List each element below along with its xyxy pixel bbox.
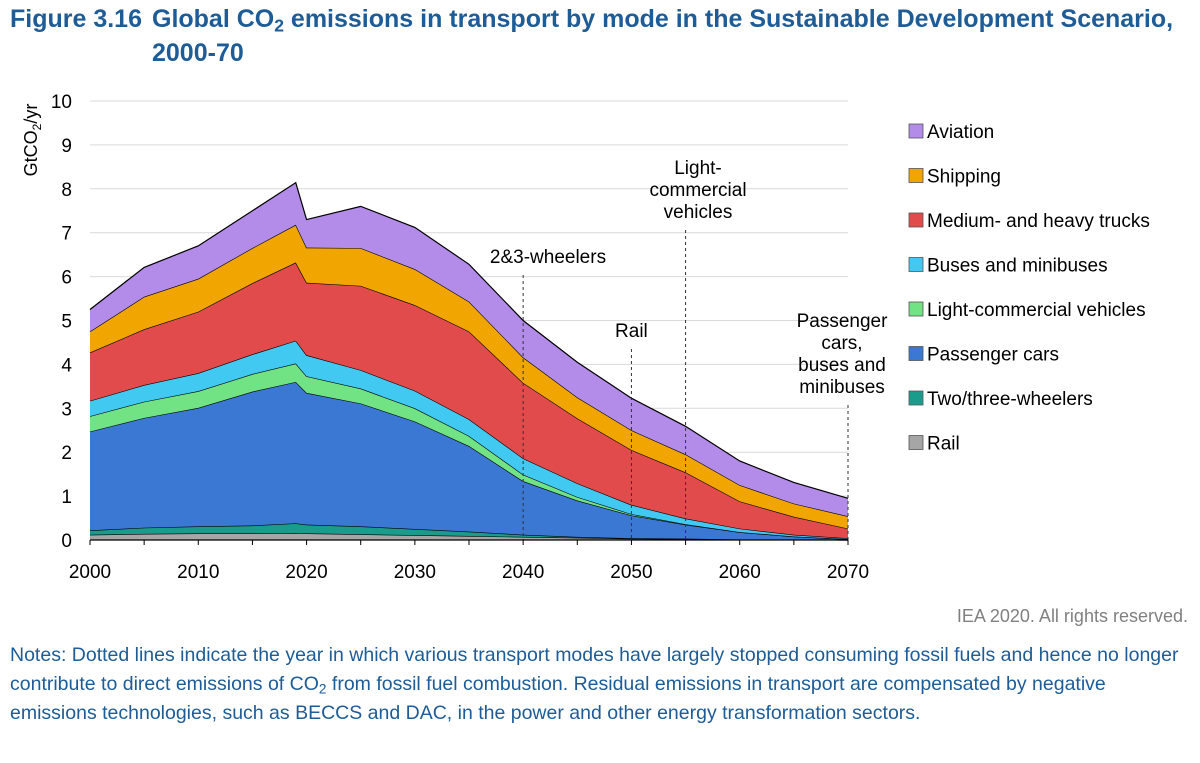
- annotation-label: 2&3-wheelers: [490, 247, 606, 268]
- area-boundary-line: [89, 339, 849, 539]
- legend-swatch: [908, 346, 924, 361]
- x-tick-label: 2060: [719, 562, 761, 583]
- figure-title-text: Global CO2 emissions in transport by mod…: [152, 2, 1190, 70]
- x-tick-label: 2070: [827, 562, 869, 583]
- x-tick-label: 2040: [502, 562, 544, 583]
- notes-subscript: 2: [318, 681, 327, 697]
- annotation-label: Rail: [615, 321, 648, 342]
- legend-label: Buses and minibuses: [927, 256, 1108, 277]
- legend-label: Passenger cars: [927, 345, 1059, 366]
- title-part: emissions in transport by mode in the Su…: [152, 5, 1174, 67]
- annotation-label: Light-: [674, 158, 722, 179]
- figure-notes: Notes: Dotted lines indicate the year in…: [10, 641, 1180, 728]
- y-tick-label: 10: [51, 92, 72, 113]
- area-aviation: [90, 182, 848, 517]
- title-part: Global CO: [152, 5, 275, 33]
- legend-label: Two/three-wheelers: [927, 389, 1093, 410]
- area-boundary-line: [89, 261, 849, 530]
- annotation-label: minibuses: [799, 377, 885, 398]
- legend-swatch: [908, 257, 924, 272]
- legend-label: Medium- and heavy trucks: [927, 211, 1150, 232]
- legend-label: Rail: [927, 434, 960, 455]
- y-axis-label: GtCO2/yr: [21, 104, 44, 177]
- y-tick-label: 6: [61, 268, 72, 289]
- legend-label: Light-commercial vehicles: [927, 300, 1146, 321]
- figure-number: Figure 3.16: [10, 5, 142, 33]
- y-tick-label: 3: [61, 399, 72, 420]
- y-tick-label: 4: [61, 355, 72, 376]
- notes-text: from fossil fuel combustion. Residual em…: [10, 673, 1106, 724]
- annotation-label: buses and: [798, 355, 886, 376]
- x-tick-label: 2000: [69, 562, 111, 583]
- notes-text: Notes: Dotted lines indicate the year in…: [10, 644, 1179, 695]
- y-tick-label: 7: [61, 224, 72, 245]
- legend-label: Aviation: [927, 122, 994, 143]
- x-tick-label: 2050: [610, 562, 652, 583]
- legend-label: Shipping: [927, 167, 1001, 188]
- copyright-credit: IEA 2020. All rights reserved.: [956, 606, 1188, 626]
- area-boundary-line: [89, 223, 849, 517]
- y-tick-label: 1: [61, 487, 72, 508]
- y-tick-label: 9: [61, 136, 72, 157]
- annotation-label: vehicles: [664, 202, 733, 223]
- emissions-area-chart: 0 1 2 3 4 5 6 7 8 9 10 2&3-wheelers Rail Light-commer…: [21, 92, 1150, 583]
- y-tick-label: 0: [61, 531, 72, 552]
- area-shipping: [90, 224, 848, 529]
- y-tick-label: 2: [61, 443, 72, 464]
- annotation-label: cars,: [821, 333, 862, 354]
- legend-swatch: [908, 301, 924, 317]
- y-tick-label: 8: [61, 180, 72, 201]
- figure-title: Figure 3.16 Global CO2 emissions in tran…: [10, 2, 1190, 70]
- x-tick-label: 2010: [177, 562, 219, 583]
- legend-swatch: [908, 435, 924, 450]
- legend-swatch: [908, 168, 924, 183]
- area-medium-and-heavy-trucks: [90, 262, 848, 539]
- legend-swatch: [908, 123, 924, 139]
- y-tick-label: 5: [61, 312, 72, 333]
- area-boundary-line: [89, 181, 849, 499]
- annotation-label: Passenger: [797, 311, 889, 332]
- legend-swatch: [908, 212, 924, 228]
- x-tick-label: 2030: [394, 562, 436, 583]
- x-tick-label: 2020: [285, 562, 327, 583]
- legend-swatch: [908, 390, 924, 406]
- area-boundary-line: [89, 362, 849, 540]
- area-passenger-cars: [90, 381, 848, 540]
- title-subscript: 2: [274, 15, 284, 36]
- annotation-label: commercial: [649, 180, 746, 201]
